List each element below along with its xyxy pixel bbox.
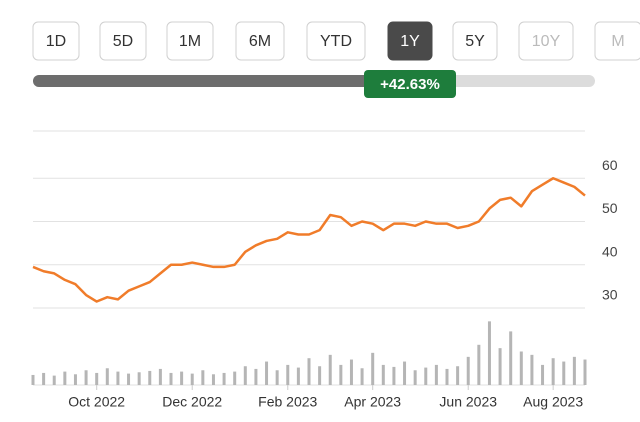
volume-bar (63, 371, 67, 385)
volume-bar (403, 361, 407, 385)
range-button[interactable] (166, 21, 214, 61)
volume-bar (148, 370, 152, 385)
volume-bar (84, 370, 88, 385)
volume-bar (233, 371, 237, 385)
range-button-label[interactable]: YTD (320, 33, 352, 50)
volume-bar (562, 361, 566, 385)
y-tick-label: 60 (602, 157, 618, 173)
volume-bar (286, 364, 290, 385)
range-button-label[interactable]: 5D (113, 33, 133, 50)
volume-bar (572, 356, 576, 385)
volume-bar (477, 344, 481, 385)
range-button[interactable] (306, 21, 366, 61)
volume-bar (498, 348, 502, 385)
volume-bar (509, 331, 513, 385)
volume-bar (95, 372, 99, 385)
x-tick-label: Jun 2023 (439, 394, 497, 410)
range-button[interactable] (235, 21, 285, 61)
y-tick-label: 30 (602, 287, 618, 303)
volume-bar (137, 372, 141, 385)
range-button-label[interactable]: 6M (249, 33, 271, 50)
volume-bar (466, 356, 470, 385)
volume-bar (434, 364, 438, 385)
volume-bar (243, 366, 247, 385)
volume-bar (201, 370, 205, 385)
range-button[interactable] (518, 21, 574, 61)
y-tick-label: 50 (602, 200, 618, 216)
volume-bar (52, 375, 56, 385)
volume-bar (456, 366, 460, 385)
volume-bar (190, 373, 194, 385)
volume-bar (349, 359, 353, 385)
volume-bar (530, 354, 534, 385)
x-tick-label: Feb 2023 (258, 394, 317, 410)
volume-bar (328, 354, 332, 385)
range-fill (33, 75, 393, 87)
range-button[interactable] (594, 21, 640, 61)
volume-bar (318, 366, 322, 385)
volume-bar (360, 368, 364, 385)
range-button-label[interactable]: M (611, 33, 624, 50)
volume-bar (254, 368, 258, 385)
volume-bar (307, 358, 311, 385)
range-button[interactable] (387, 21, 433, 61)
volume-bar (339, 364, 343, 385)
volume-bar (116, 371, 120, 385)
volume-bar (275, 370, 279, 385)
volume-bar (413, 370, 417, 385)
volume-bar (105, 368, 109, 385)
range-button-label[interactable]: 5Y (465, 33, 485, 50)
range-button[interactable] (452, 21, 498, 61)
volume-bar (424, 367, 428, 385)
volume-bar (371, 352, 375, 385)
range-button-label[interactable]: 1M (179, 33, 201, 50)
range-button-label[interactable]: 10Y (532, 33, 561, 50)
volume-bar (381, 364, 385, 385)
volume-bar (222, 372, 226, 385)
y-tick-label: 40 (602, 243, 618, 259)
volume-bar (127, 373, 131, 385)
range-button-label[interactable]: 1Y (400, 33, 420, 50)
x-tick-label: Oct 2022 (68, 394, 125, 410)
volume-bar (445, 368, 449, 385)
change-badge (364, 70, 456, 98)
change-badge-label: +42.63% (380, 76, 440, 93)
range-button[interactable] (99, 21, 147, 61)
x-tick-label: Dec 2022 (162, 394, 222, 410)
x-tick-label: Aug 2023 (523, 394, 583, 410)
volume-bar (42, 372, 46, 385)
volume-bar (541, 364, 545, 385)
volume-bar (487, 321, 491, 385)
volume-bar (296, 367, 300, 385)
volume-bar (583, 359, 587, 385)
range-button-label[interactable]: 1D (46, 33, 66, 50)
price-line (32, 177, 586, 303)
volume-bar (211, 374, 215, 385)
volume-bar (180, 371, 184, 385)
x-tick-label: Apr 2023 (344, 394, 401, 410)
volume-bar (31, 374, 35, 385)
range-button[interactable] (32, 21, 80, 61)
volume-bar (519, 351, 523, 385)
volume-bar (265, 361, 269, 385)
volume-bar (158, 368, 162, 385)
volume-bar (169, 372, 173, 385)
volume-bar (392, 366, 396, 385)
volume-bar (551, 358, 555, 385)
volume-bar (73, 374, 77, 385)
